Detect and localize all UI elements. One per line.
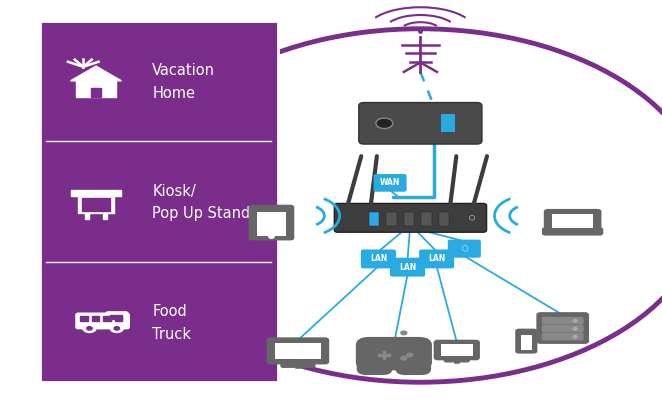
FancyBboxPatch shape bbox=[40, 21, 278, 382]
FancyBboxPatch shape bbox=[115, 316, 122, 321]
Text: Pop Up Stand: Pop Up Stand bbox=[152, 206, 250, 221]
FancyBboxPatch shape bbox=[544, 210, 600, 232]
FancyBboxPatch shape bbox=[91, 316, 99, 321]
FancyBboxPatch shape bbox=[515, 329, 538, 353]
Text: Vacation: Vacation bbox=[152, 63, 215, 78]
FancyBboxPatch shape bbox=[103, 212, 107, 219]
FancyBboxPatch shape bbox=[110, 315, 122, 319]
FancyBboxPatch shape bbox=[441, 344, 473, 356]
FancyBboxPatch shape bbox=[439, 212, 449, 226]
Circle shape bbox=[573, 328, 577, 330]
Text: Truck: Truck bbox=[152, 327, 191, 342]
FancyBboxPatch shape bbox=[390, 258, 425, 277]
Text: ⬡: ⬡ bbox=[461, 244, 467, 253]
FancyBboxPatch shape bbox=[448, 240, 481, 258]
FancyBboxPatch shape bbox=[80, 316, 88, 321]
FancyBboxPatch shape bbox=[334, 203, 487, 232]
FancyBboxPatch shape bbox=[76, 81, 116, 97]
Text: ⬡: ⬡ bbox=[469, 215, 475, 221]
Circle shape bbox=[87, 327, 92, 330]
FancyBboxPatch shape bbox=[434, 340, 479, 360]
Text: LAN: LAN bbox=[370, 254, 387, 263]
Text: WAN: WAN bbox=[380, 178, 401, 187]
FancyBboxPatch shape bbox=[275, 343, 320, 359]
FancyBboxPatch shape bbox=[542, 333, 583, 340]
Circle shape bbox=[136, 29, 662, 382]
FancyBboxPatch shape bbox=[267, 338, 328, 364]
Text: Home: Home bbox=[152, 85, 195, 101]
FancyBboxPatch shape bbox=[256, 212, 286, 236]
FancyBboxPatch shape bbox=[78, 196, 114, 212]
FancyBboxPatch shape bbox=[419, 249, 454, 268]
Text: Food: Food bbox=[152, 304, 187, 319]
FancyBboxPatch shape bbox=[441, 114, 455, 132]
FancyBboxPatch shape bbox=[281, 363, 314, 367]
FancyBboxPatch shape bbox=[103, 316, 111, 321]
Text: LAN: LAN bbox=[428, 254, 446, 263]
FancyBboxPatch shape bbox=[543, 228, 602, 235]
Circle shape bbox=[376, 118, 393, 129]
FancyBboxPatch shape bbox=[542, 325, 583, 332]
Text: LAN: LAN bbox=[399, 263, 416, 272]
Text: Kiosk/: Kiosk/ bbox=[152, 184, 196, 199]
Circle shape bbox=[111, 324, 123, 332]
Circle shape bbox=[269, 235, 274, 238]
FancyBboxPatch shape bbox=[359, 103, 482, 144]
FancyBboxPatch shape bbox=[537, 313, 589, 343]
FancyBboxPatch shape bbox=[373, 174, 406, 192]
FancyBboxPatch shape bbox=[404, 212, 414, 226]
FancyBboxPatch shape bbox=[85, 212, 89, 219]
FancyBboxPatch shape bbox=[357, 350, 393, 375]
FancyBboxPatch shape bbox=[249, 205, 294, 240]
Circle shape bbox=[573, 320, 577, 322]
FancyBboxPatch shape bbox=[369, 212, 379, 226]
FancyBboxPatch shape bbox=[91, 88, 101, 97]
FancyBboxPatch shape bbox=[82, 199, 110, 210]
FancyBboxPatch shape bbox=[444, 358, 469, 362]
FancyBboxPatch shape bbox=[521, 335, 532, 349]
Circle shape bbox=[83, 324, 96, 332]
Circle shape bbox=[401, 356, 406, 360]
FancyBboxPatch shape bbox=[386, 212, 397, 226]
FancyBboxPatch shape bbox=[76, 313, 129, 329]
FancyBboxPatch shape bbox=[421, 212, 432, 226]
FancyBboxPatch shape bbox=[106, 312, 128, 321]
Circle shape bbox=[114, 327, 120, 330]
FancyBboxPatch shape bbox=[395, 350, 431, 375]
Polygon shape bbox=[70, 66, 122, 81]
Circle shape bbox=[406, 353, 412, 357]
FancyBboxPatch shape bbox=[71, 190, 120, 196]
FancyBboxPatch shape bbox=[542, 317, 583, 325]
Circle shape bbox=[573, 335, 577, 338]
Circle shape bbox=[401, 331, 406, 335]
FancyBboxPatch shape bbox=[361, 249, 396, 268]
FancyBboxPatch shape bbox=[551, 215, 593, 228]
FancyBboxPatch shape bbox=[355, 337, 432, 370]
